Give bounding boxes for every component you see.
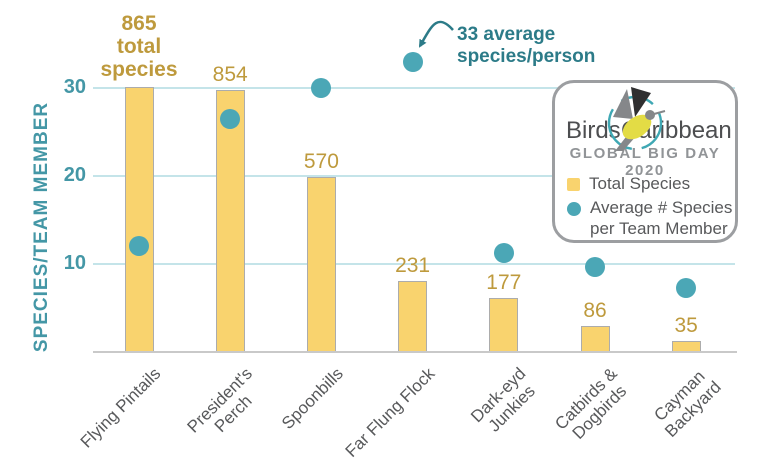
bar-4 <box>489 297 519 352</box>
logo-right-wing <box>631 87 651 117</box>
dot-1 <box>220 108 241 129</box>
annotation-line-1: 33 average <box>457 24 556 45</box>
legend-item-average-species: Average # Species per Team Member <box>567 197 732 239</box>
bar-label-line: 865 <box>121 12 157 35</box>
logo-beak <box>653 110 666 115</box>
bar-2 <box>306 177 336 352</box>
legend-box: Birds Caribbean GLOBAL BIG DAY 2020 Tota… <box>552 80 738 243</box>
dot-4 <box>493 242 514 263</box>
x-category-label-line: Far Flung Flock <box>341 364 439 461</box>
bar-label-1: 854 <box>212 63 248 87</box>
bar-label-4: 177 <box>486 270 522 294</box>
x-category-label-6: Cayman Backyard <box>648 364 725 441</box>
annotation-line-2: species/person <box>457 46 596 67</box>
x-category-label-3: Far Flung Flock <box>341 364 438 461</box>
dot-6 <box>676 277 697 298</box>
x-axis-baseline <box>93 351 737 353</box>
bar-label-line: total <box>116 35 162 58</box>
total-species-swatch-icon <box>567 178 580 192</box>
legend-item-label-line2: per Team Member <box>590 219 728 238</box>
x-category-label-1: President's Perch <box>183 364 269 450</box>
dot-0 <box>129 236 149 257</box>
gridline-30 <box>93 87 735 89</box>
annotation-arrow-path <box>418 20 454 48</box>
legend-subtitle: GLOBAL BIG DAY 2020 <box>569 145 721 179</box>
x-category-label-4: Dark-eyd Junkies <box>467 364 543 440</box>
x-category-label-2: Spoonbills <box>278 364 347 433</box>
legend-item-label-line1: Average # Species <box>590 198 733 217</box>
bar-label-3: 231 <box>395 254 431 278</box>
gridline-10 <box>93 263 735 265</box>
bar-3 <box>398 281 428 352</box>
y-tick-label-10: 10 <box>63 252 86 274</box>
annotation-text: 33 average species/person <box>457 24 595 68</box>
y-tick-label-30: 30 <box>63 76 86 98</box>
x-category-label-line: Flying Pintails <box>76 364 165 452</box>
x-category-label-0: Flying Pintails <box>77 364 165 452</box>
bar-label-5: 86 <box>583 298 607 322</box>
y-axis-title: SPECIES/TEAM MEMBER <box>31 101 52 353</box>
bar-0 <box>124 87 154 352</box>
bar-label-0: 865 total species <box>79 12 199 81</box>
logo-left-wing <box>613 89 633 119</box>
logo-head <box>645 110 655 120</box>
birdscaribbean-logo-icon <box>607 87 666 151</box>
legend-item-total-species: Total Species <box>567 173 690 194</box>
dot-5 <box>585 256 605 277</box>
bar-5 <box>580 325 610 352</box>
bar-label-2: 570 <box>303 150 339 174</box>
bar-label-6: 35 <box>674 314 698 338</box>
average-species-dot-icon <box>567 201 581 216</box>
bar-label-line: species <box>100 58 178 81</box>
y-tick-label-20: 20 <box>63 164 86 186</box>
logo-body <box>622 114 652 140</box>
gridline-20 <box>93 175 735 177</box>
x-category-label-line: Spoonbills <box>277 364 347 433</box>
dot-3 <box>402 51 423 72</box>
logo-text-birds: Birds <box>566 117 621 144</box>
legend-item-label: Total Species <box>589 174 691 193</box>
bar-1 <box>215 90 245 352</box>
x-category-label-5: Catbirds & Dogbirds <box>551 364 634 447</box>
dot-2 <box>311 78 332 98</box>
